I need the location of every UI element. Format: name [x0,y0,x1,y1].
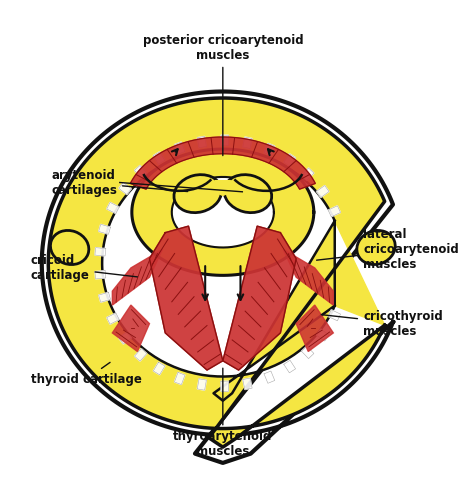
Polygon shape [284,360,296,373]
Polygon shape [317,186,329,198]
Polygon shape [107,313,119,324]
Polygon shape [328,206,340,217]
Polygon shape [99,224,110,234]
Polygon shape [153,152,165,164]
Polygon shape [135,165,147,178]
Polygon shape [99,292,110,302]
Ellipse shape [357,230,395,265]
Polygon shape [174,142,185,154]
Polygon shape [284,154,296,166]
Polygon shape [149,226,223,370]
Polygon shape [317,329,329,341]
Polygon shape [130,137,315,189]
Ellipse shape [224,174,272,213]
Text: posterior cricoarytenoid
muscles: posterior cricoarytenoid muscles [143,34,303,156]
Polygon shape [153,362,165,375]
Polygon shape [174,373,185,385]
Text: thyroid cartilage: thyroid cartilage [31,362,142,386]
Polygon shape [119,332,131,344]
Text: thyroarytenoid
muscles: thyroarytenoid muscles [173,368,273,458]
Polygon shape [328,310,340,321]
Polygon shape [197,136,206,147]
Polygon shape [119,183,131,195]
Polygon shape [221,135,228,146]
Polygon shape [264,143,275,156]
Text: arytenoid
cartilages: arytenoid cartilages [51,169,188,197]
Text: cricothyroid
muscles: cricothyroid muscles [321,309,443,337]
Polygon shape [42,92,393,463]
Polygon shape [107,202,119,214]
Polygon shape [95,248,106,256]
Ellipse shape [174,174,221,213]
Polygon shape [95,270,106,279]
Polygon shape [243,137,252,148]
Polygon shape [296,305,333,351]
Polygon shape [209,181,237,196]
Polygon shape [301,346,314,359]
Polygon shape [132,149,314,275]
Ellipse shape [50,230,89,265]
Polygon shape [48,98,385,447]
Polygon shape [283,249,333,305]
Polygon shape [223,226,296,370]
Polygon shape [264,371,275,383]
Polygon shape [112,305,149,351]
Polygon shape [197,379,206,390]
Polygon shape [135,348,147,361]
Text: cricoid
cartilage: cricoid cartilage [31,254,137,282]
Polygon shape [301,168,314,180]
Polygon shape [221,381,228,391]
Polygon shape [112,249,163,305]
Polygon shape [243,378,252,389]
Text: lateral
cricoarytenoid
muscles: lateral cricoarytenoid muscles [317,228,459,271]
